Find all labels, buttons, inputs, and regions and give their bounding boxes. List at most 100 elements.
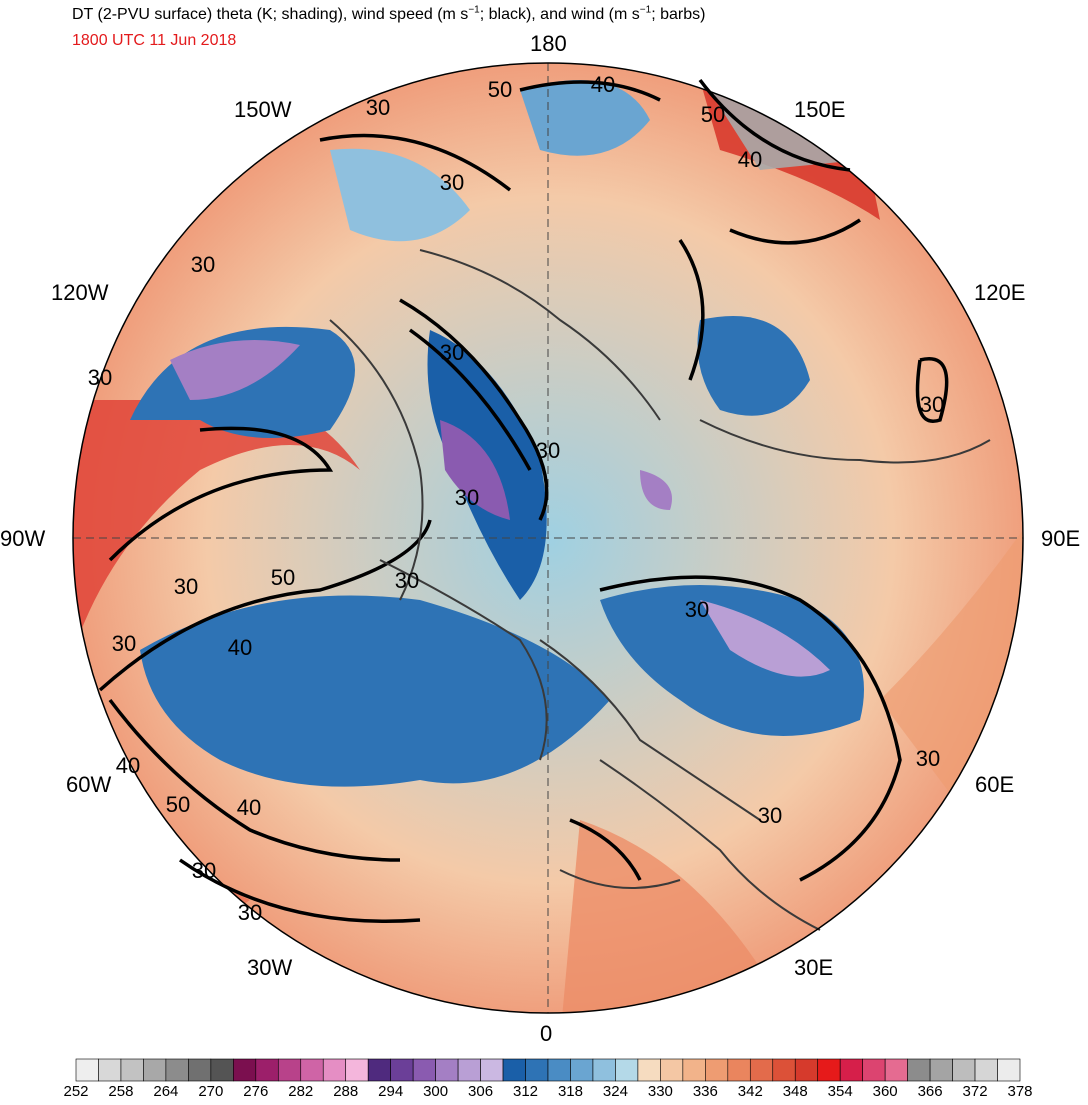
colorbar-label: 348 <box>782 1083 808 1100</box>
colorbar-label: 252 <box>63 1083 89 1100</box>
lon-label-30w: 30W <box>247 955 293 980</box>
colorbar-label: 372 <box>962 1083 988 1100</box>
colorbar-label: 336 <box>692 1083 718 1100</box>
colorbar-swatch <box>525 1058 549 1082</box>
colorbar-label: 318 <box>557 1083 583 1100</box>
colorbar-swatch <box>794 1058 819 1082</box>
colorbar-label: 270 <box>198 1083 224 1100</box>
lon-label-90e: 90E <box>1041 526 1081 551</box>
contour-label: 30 <box>440 340 464 365</box>
colorbar-swatch <box>233 1058 257 1082</box>
colorbar-swatch <box>637 1058 661 1082</box>
colorbar-swatch <box>98 1058 122 1082</box>
colorbar-swatch <box>929 1058 953 1082</box>
contour-label: 50 <box>488 77 512 102</box>
title-middle: ; black), and wind (m s <box>479 6 640 23</box>
contour-label: 30 <box>685 597 709 622</box>
colorbar-swatch <box>839 1058 863 1082</box>
colorbar-labels: 252 258 264 270 276 282 288 294 300 306 312 318 324 3… <box>0 1083 1088 1105</box>
lon-label-150e: 150E <box>794 97 846 122</box>
title-exponent-2: −1 <box>639 4 652 16</box>
colorbar-swatch <box>974 1058 998 1082</box>
colorbar-swatch <box>322 1058 347 1082</box>
contour-label: 30 <box>440 170 464 195</box>
colorbar-swatch <box>300 1058 324 1082</box>
colorbar-swatch <box>75 1058 99 1082</box>
contour-label-group: 50 40 30 30 50 40 30 30 30 30 30 30 30 5… <box>88 72 944 925</box>
lon-label-120w: 120W <box>51 280 109 305</box>
colorbar-swatch <box>277 1058 302 1082</box>
contour-label: 40 <box>116 753 140 778</box>
colorbar-swatch <box>705 1058 729 1082</box>
contour-label: 50 <box>271 565 295 590</box>
contour-label: 30 <box>88 365 112 390</box>
contour-label: 50 <box>166 792 190 817</box>
colorbar-swatch <box>390 1058 414 1082</box>
colorbar-label: 294 <box>378 1083 404 1100</box>
contour-label: 30 <box>191 252 215 277</box>
theta-shading <box>73 63 1023 1013</box>
contour-label: 30 <box>920 392 944 417</box>
lon-label-60e: 60E <box>975 772 1015 797</box>
colorbar-swatch <box>502 1058 526 1082</box>
colorbar-swatch <box>907 1058 931 1082</box>
colorbar-swatch <box>547 1058 571 1082</box>
colorbar-swatch <box>749 1058 774 1082</box>
colorbar-swatch <box>188 1058 212 1082</box>
colorbar-swatch <box>997 1058 1021 1082</box>
colorbar-label: 276 <box>243 1083 269 1100</box>
map-title: DT (2-PVU surface) theta (K; shading), w… <box>72 4 706 24</box>
contour-label: 30 <box>758 803 782 828</box>
colorbar <box>75 1058 1021 1082</box>
lon-label-0: 0 <box>540 1021 553 1046</box>
colorbar-swatch <box>682 1058 706 1082</box>
map-boundary <box>72 62 1024 1014</box>
contour-label: 30 <box>238 900 262 925</box>
colorbar-swatch <box>367 1058 391 1082</box>
contour-label: 30 <box>112 631 136 656</box>
colorbar-swatch <box>592 1058 616 1082</box>
colorbar-swatch <box>457 1058 481 1082</box>
contour-label: 30 <box>536 438 560 463</box>
colorbar-label: 300 <box>423 1083 449 1100</box>
title-prefix: DT (2-PVU surface) theta (K; shading), w… <box>72 6 469 23</box>
colorbar-swatch <box>120 1058 144 1082</box>
colorbar-swatch <box>952 1058 976 1082</box>
colorbar-swatch <box>255 1058 279 1082</box>
contour-label: 30 <box>174 574 198 599</box>
colorbar-swatch <box>570 1058 594 1082</box>
title-suffix: ; barbs) <box>651 6 706 23</box>
lon-label-120e: 120E <box>974 280 1026 305</box>
title-exponent-1: −1 <box>468 4 480 16</box>
colorbar-swatch <box>615 1058 639 1082</box>
colorbar-label: 342 <box>737 1083 763 1100</box>
lon-label-60w: 60W <box>66 772 112 797</box>
contour-label: 40 <box>738 147 762 172</box>
contour-label: 30 <box>395 568 419 593</box>
colorbar-swatch <box>862 1058 886 1082</box>
lon-label-30e: 30E <box>794 955 834 980</box>
colorbar-label: 306 <box>468 1083 494 1100</box>
colorbar-swatch <box>165 1058 189 1082</box>
colorbar-label: 366 <box>917 1083 943 1100</box>
colorbar-label: 330 <box>647 1083 673 1100</box>
contour-label: 40 <box>228 635 252 660</box>
colorbar-swatch <box>143 1058 167 1082</box>
colorbar-swatch <box>345 1058 369 1082</box>
contour-label: 30 <box>916 746 940 771</box>
contour-label: 40 <box>591 72 615 97</box>
colorbar-swatch <box>660 1058 684 1082</box>
contour-label: 40 <box>237 795 261 820</box>
colorbar-swatch <box>435 1058 459 1082</box>
colorbar-label: 288 <box>333 1083 359 1100</box>
valid-time: 1800 UTC 11 Jun 2018 <box>72 32 237 49</box>
wind-speed-contours <box>98 78 949 923</box>
lon-label-180: 180 <box>530 31 567 56</box>
contour-label: 50 <box>701 102 725 127</box>
graticule <box>73 63 1023 1013</box>
colorbar-swatch <box>210 1058 234 1082</box>
contour-label: 30 <box>192 858 216 883</box>
colorbar-label: 378 <box>1007 1083 1033 1100</box>
colorbar-swatch <box>817 1058 841 1082</box>
